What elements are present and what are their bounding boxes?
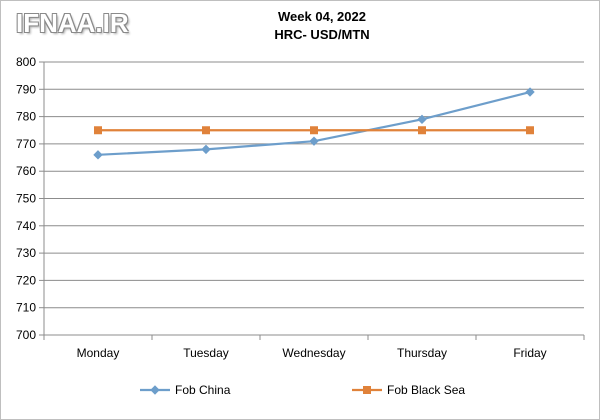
data-point — [93, 150, 103, 160]
data-point — [202, 126, 210, 135]
x-tick-label: Tuesday — [183, 346, 229, 360]
x-axis-ticks: Monday Tuesday Wednesday Thursday Friday — [43, 335, 585, 360]
y-tick-label: 730 — [16, 246, 36, 260]
x-tick-label: Monday — [77, 346, 120, 360]
data-point — [201, 144, 211, 155]
data-point — [418, 126, 426, 135]
data-point — [526, 126, 534, 135]
y-axis-ticks: 700 710 720 730 740 750 760 770 780 790 800 — [16, 55, 44, 342]
series-fob-china — [93, 87, 535, 160]
watermark-logo: IFNAA.IR — [16, 8, 129, 38]
y-tick-label: 700 — [16, 328, 36, 342]
data-point — [417, 114, 427, 125]
gridlines — [44, 61, 584, 336]
x-tick-label: Thursday — [397, 346, 447, 360]
y-tick-label: 760 — [16, 164, 36, 178]
y-tick-label: 780 — [16, 110, 36, 124]
chart-subtitle: HRC- USD/MTN — [274, 27, 369, 42]
chart-title: Week 04, 2022 — [278, 9, 366, 24]
legend-item: Fob Black Sea — [352, 383, 465, 397]
y-tick-label: 790 — [16, 82, 36, 96]
legend-item: Fob China — [140, 383, 231, 397]
series-fob-black-sea — [94, 126, 534, 135]
x-tick-label: Friday — [513, 346, 546, 360]
y-tick-label: 750 — [16, 192, 36, 206]
y-tick-label: 740 — [16, 219, 36, 233]
legend-swatch-marker — [150, 385, 160, 395]
y-tick-label: 720 — [16, 273, 36, 287]
legend-label: Fob China — [175, 383, 231, 397]
data-point — [309, 136, 319, 146]
y-tick-label: 710 — [16, 301, 36, 315]
x-tick-label: Wednesday — [282, 346, 345, 360]
data-point — [94, 126, 102, 135]
legend-label: Fob Black Sea — [387, 383, 465, 397]
series-layer — [93, 87, 535, 160]
data-point — [525, 87, 535, 97]
y-tick-label: 800 — [16, 55, 36, 69]
legend: Fob China Fob Black Sea — [140, 383, 465, 397]
y-tick-label: 770 — [16, 137, 36, 151]
legend-swatch-marker — [363, 386, 371, 394]
data-point — [310, 126, 318, 135]
